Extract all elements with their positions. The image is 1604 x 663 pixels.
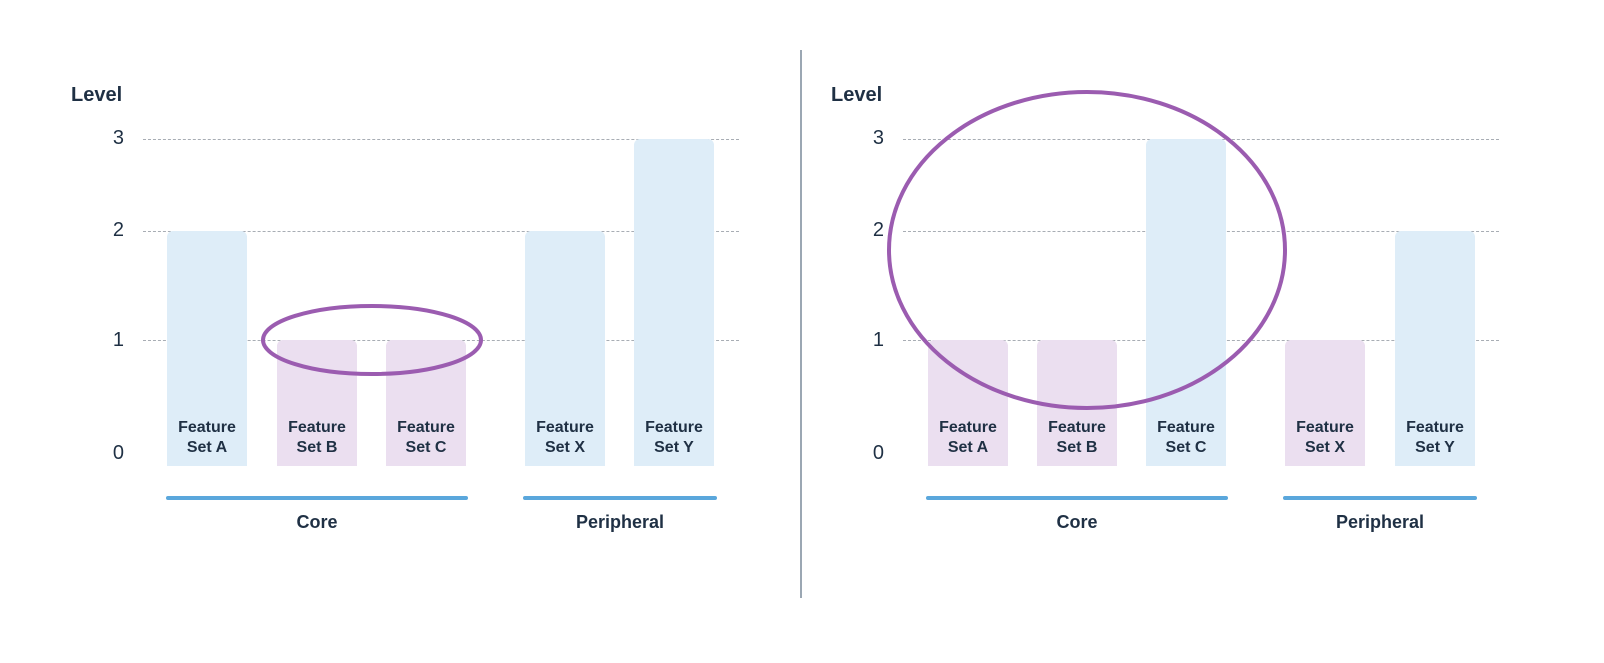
bar-label: Feature (288, 419, 346, 436)
bar-label: Set A (947, 439, 989, 456)
bar-label: Feature (1296, 419, 1354, 436)
bar-feature-set-y: Feature Set Y (1395, 231, 1475, 466)
bar-label: Feature (397, 419, 455, 436)
y-tick-1: 1 (872, 329, 884, 351)
bar-feature-set-a: Feature Set A (928, 340, 1008, 466)
panel-divider (800, 50, 802, 598)
group-line-core (166, 496, 468, 500)
bar-feature-set-y: Feature Set Y (634, 139, 714, 466)
y-tick-2: 2 (872, 219, 884, 241)
bar-label: Set C (405, 439, 447, 456)
bar-label: Feature (939, 419, 997, 436)
group-line-core (926, 496, 1228, 500)
bar-label: Set X (544, 439, 585, 456)
y-tick-3: 3 (872, 127, 884, 149)
bar-feature-set-a: Feature Set A (167, 231, 247, 466)
group-label-core: Core (1056, 512, 1098, 532)
bar-label: Set Y (654, 439, 694, 456)
bar-label: Feature (645, 419, 703, 436)
bar-label: Feature (536, 419, 594, 436)
right-chart: Level 3 2 1 0 Feature Set A Feature Set B … (760, 0, 1550, 663)
bar-label: Set Y (1415, 439, 1455, 456)
bar-feature-set-c: Feature Set C (386, 340, 466, 466)
group-line-peripheral (1283, 496, 1477, 500)
y-tick-0: 0 (112, 442, 124, 464)
gridline-3 (143, 139, 739, 140)
y-tick-2: 2 (112, 219, 124, 241)
bar-label: Set X (1304, 439, 1345, 456)
bar-label: Set B (1056, 439, 1098, 456)
bar-label: Feature (1048, 419, 1106, 436)
bar-label: Feature (1406, 419, 1464, 436)
group-label-peripheral: Peripheral (575, 512, 665, 532)
bar-label: Set C (1165, 439, 1207, 456)
gridline-2 (143, 231, 739, 232)
bar-feature-set-x: Feature Set X (1285, 340, 1365, 466)
bar-label: Set B (296, 439, 338, 456)
y-tick-1: 1 (112, 329, 124, 351)
bar-feature-set-c: Feature Set C (1146, 139, 1226, 466)
bar-feature-set-x: Feature Set X (525, 231, 605, 466)
bar-label: Set A (186, 439, 228, 456)
bar-label: Feature (1157, 419, 1215, 436)
bar-feature-set-b: Feature Set B (1037, 340, 1117, 466)
bar-feature-set-b: Feature Set B (277, 340, 357, 466)
y-axis-label: Level (71, 84, 123, 106)
y-axis-label: Level (831, 84, 883, 106)
bar-label: Feature (178, 419, 236, 436)
left-chart: Level 3 2 1 0 Feature Set A Feature Set B … (0, 0, 790, 663)
y-tick-3: 3 (112, 127, 124, 149)
group-line-peripheral (523, 496, 717, 500)
group-label-peripheral: Peripheral (1335, 512, 1425, 532)
group-label-core: Core (296, 512, 338, 532)
y-tick-0: 0 (872, 442, 884, 464)
